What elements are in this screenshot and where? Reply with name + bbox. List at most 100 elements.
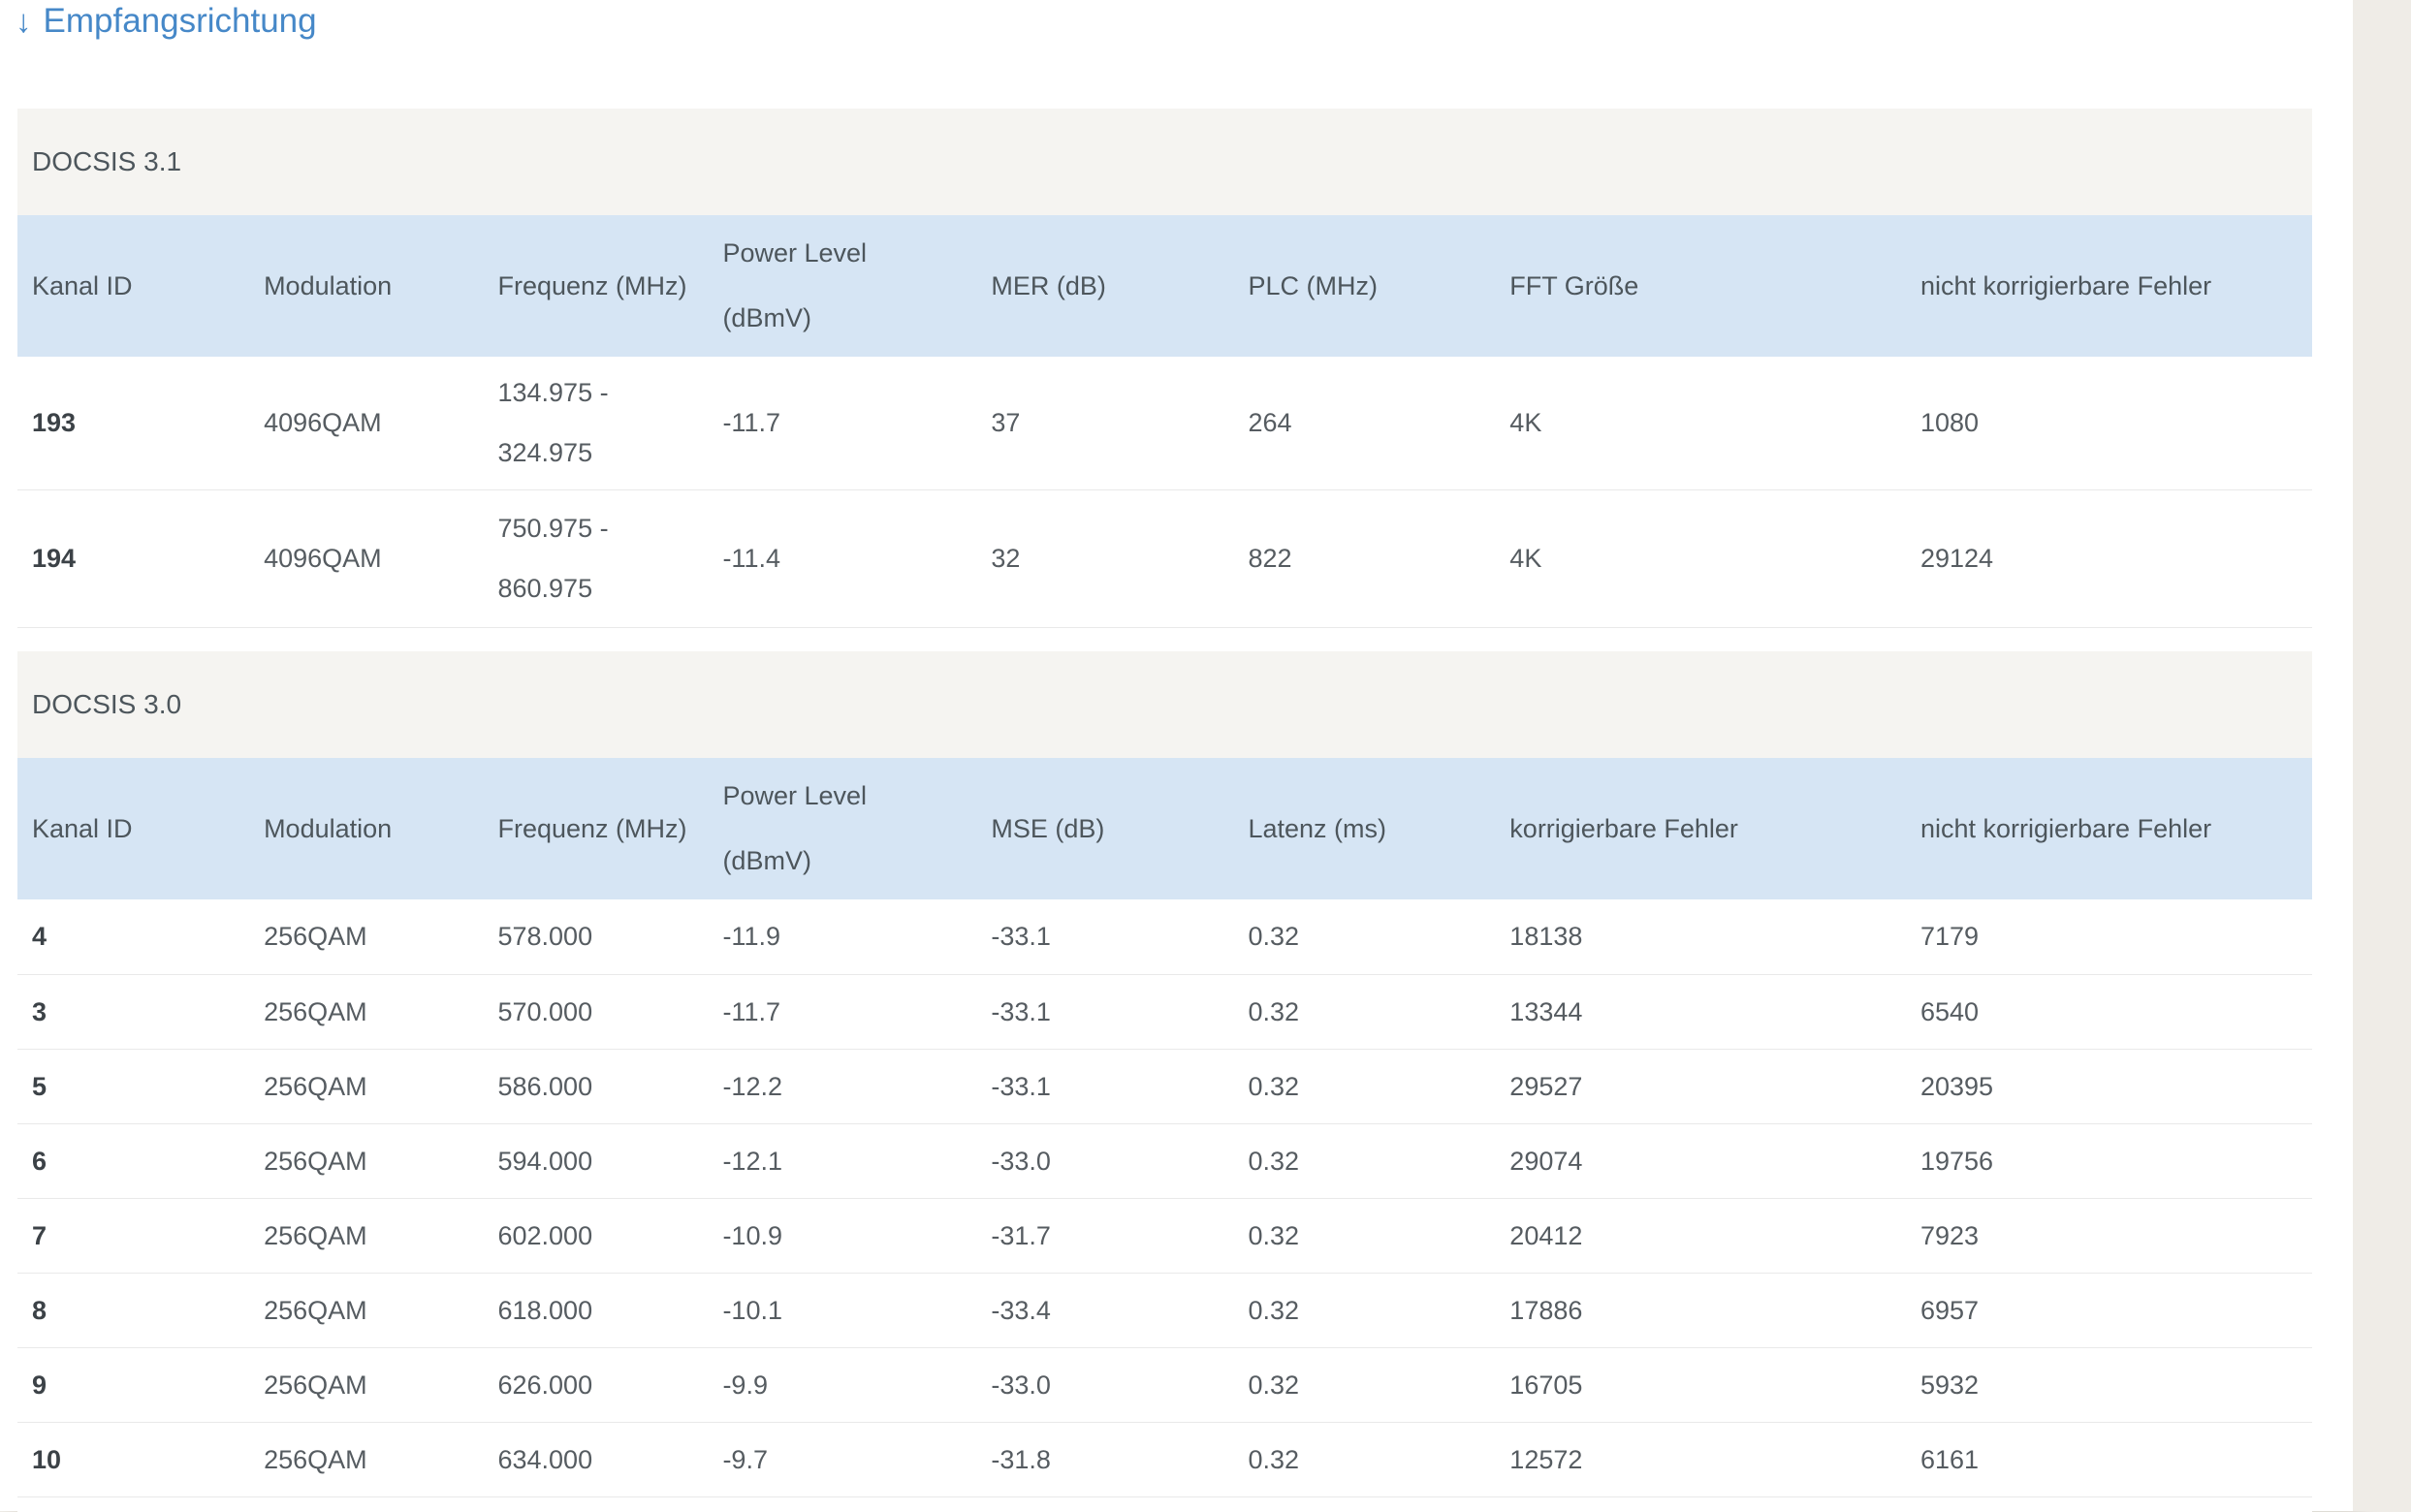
cell: 618.000	[483, 1296, 708, 1326]
cell: -33.1	[976, 1072, 1233, 1102]
cell: -11.7	[708, 997, 976, 1027]
table-row: 5256QAM586.000-12.2-33.10.322952720395	[17, 1049, 2312, 1123]
table-row: 1934096QAM134.975 -324.975-11.7372644K10…	[17, 357, 2312, 489]
cell: -31.7	[976, 1221, 1233, 1251]
cell: 1080	[1906, 408, 2312, 438]
cell: 256QAM	[249, 1221, 483, 1251]
cell: 256QAM	[249, 1370, 483, 1401]
cell: 264	[1233, 408, 1495, 438]
cell: 0.32	[1233, 1072, 1495, 1102]
section-title: DOCSIS 3.1	[32, 146, 181, 177]
docsis-30-table-body: 4256QAM578.000-11.9-33.10.32181387179325…	[17, 899, 2312, 1496]
docsis-31-section: DOCSIS 3.1 Kanal IDModulationFrequenz (M…	[17, 109, 2312, 628]
cell: 256QAM	[249, 1072, 483, 1102]
page-title[interactable]: ↓ Empfangsrichtung	[16, 2, 317, 41]
cell: 18138	[1495, 922, 1906, 952]
column-header: nicht korrigierbare Fehler	[1906, 814, 2312, 844]
cell: 0.32	[1233, 1147, 1495, 1177]
cell: 4096QAM	[249, 408, 483, 438]
column-header: Frequenz (MHz)	[483, 271, 708, 301]
cell: -10.1	[708, 1296, 976, 1326]
cell: 0.32	[1233, 1221, 1495, 1251]
docsis-30-section-header: DOCSIS 3.0	[17, 651, 2312, 758]
cell: 6957	[1906, 1296, 2312, 1326]
cell-kanal-id: 3	[17, 997, 249, 1027]
cell: 12572	[1495, 1445, 1906, 1475]
column-header: Power Level(dBmV)	[708, 238, 976, 333]
cell-kanal-id: 5	[17, 1072, 249, 1102]
table-row: 8256QAM618.000-10.1-33.40.32178866957	[17, 1273, 2312, 1347]
section-title: DOCSIS 3.0	[32, 689, 181, 720]
cell: 594.000	[483, 1147, 708, 1177]
column-header: MER (dB)	[976, 271, 1233, 301]
cell-kanal-id: 7	[17, 1221, 249, 1251]
column-header: FFT Größe	[1495, 271, 1906, 301]
cell: -9.9	[708, 1370, 976, 1401]
cell: -31.8	[976, 1445, 1233, 1475]
table-row: 1944096QAM750.975 -860.975-11.4328224K29…	[17, 489, 2312, 627]
cell-kanal-id: 4	[17, 922, 249, 952]
cell: 13344	[1495, 997, 1906, 1027]
cell: -10.9	[708, 1221, 976, 1251]
column-header: Frequenz (MHz)	[483, 814, 708, 844]
cell: -11.9	[708, 922, 976, 952]
cell-kanal-id: 194	[17, 544, 249, 574]
cell: 6161	[1906, 1445, 2312, 1475]
cell: 19756	[1906, 1147, 2312, 1177]
cell: -11.7	[708, 408, 976, 438]
cell: 16705	[1495, 1370, 1906, 1401]
cell: 29074	[1495, 1147, 1906, 1177]
content-card: ↓ Empfangsrichtung DOCSIS 3.1 Kanal IDMo…	[0, 0, 2353, 1511]
cell: 29124	[1906, 544, 2312, 574]
cell: 578.000	[483, 922, 708, 952]
cell: 822	[1233, 544, 1495, 574]
column-header: Kanal ID	[17, 814, 249, 844]
cell: -33.0	[976, 1147, 1233, 1177]
cell: 37	[976, 408, 1233, 438]
cell: -12.1	[708, 1147, 976, 1177]
cell: -9.7	[708, 1445, 976, 1475]
cell: 256QAM	[249, 1147, 483, 1177]
cell: 0.32	[1233, 1370, 1495, 1401]
cell: 4K	[1495, 408, 1906, 438]
cell: 5932	[1906, 1370, 2312, 1401]
cell: 7923	[1906, 1221, 2312, 1251]
cell: 17886	[1495, 1296, 1906, 1326]
column-header: Latenz (ms)	[1233, 814, 1495, 844]
column-header: PLC (MHz)	[1233, 271, 1495, 301]
cell: -33.4	[976, 1296, 1233, 1326]
page-background-gutter	[2353, 0, 2411, 1511]
cell: 0.32	[1233, 1296, 1495, 1326]
docsis-30-section: DOCSIS 3.0 Kanal IDModulationFrequenz (M…	[17, 651, 2312, 1512]
cell: -11.4	[708, 544, 976, 574]
cell: 20412	[1495, 1221, 1906, 1251]
docsis-30-header-row: Kanal IDModulationFrequenz (MHz)Power Le…	[17, 758, 2312, 899]
docsis-31-table-body: 1934096QAM134.975 -324.975-11.7372644K10…	[17, 357, 2312, 628]
column-header: Kanal ID	[17, 271, 249, 301]
cell: 256QAM	[249, 1296, 483, 1326]
page-title-label: Empfangsrichtung	[44, 2, 317, 41]
cell: -33.0	[976, 1370, 1233, 1401]
cell: 32	[976, 544, 1233, 574]
cell: 256QAM	[249, 922, 483, 952]
cell: 626.000	[483, 1370, 708, 1401]
cell-kanal-id: 6	[17, 1147, 249, 1177]
cell: 586.000	[483, 1072, 708, 1102]
cell-kanal-id: 9	[17, 1370, 249, 1401]
cell-kanal-id: 10	[17, 1445, 249, 1475]
table-row: 9256QAM626.000-9.9-33.00.32167055932	[17, 1347, 2312, 1422]
column-header: Modulation	[249, 271, 483, 301]
table-row: 10256QAM634.000-9.7-31.80.32125726161	[17, 1422, 2312, 1496]
docsis-31-section-header: DOCSIS 3.1	[17, 109, 2312, 215]
cell: 134.975 -324.975	[483, 378, 708, 468]
down-arrow-icon: ↓	[16, 3, 32, 40]
table-row: 6256QAM594.000-12.1-33.00.322907419756	[17, 1123, 2312, 1198]
cell-kanal-id: 8	[17, 1296, 249, 1326]
table-row: 3256QAM570.000-11.7-33.10.32133446540	[17, 974, 2312, 1049]
cell: 750.975 -860.975	[483, 514, 708, 604]
cell: 256QAM	[249, 997, 483, 1027]
cell: 7179	[1906, 922, 2312, 952]
column-header: MSE (dB)	[976, 814, 1233, 844]
column-header: Power Level(dBmV)	[708, 781, 976, 876]
cell: 570.000	[483, 997, 708, 1027]
